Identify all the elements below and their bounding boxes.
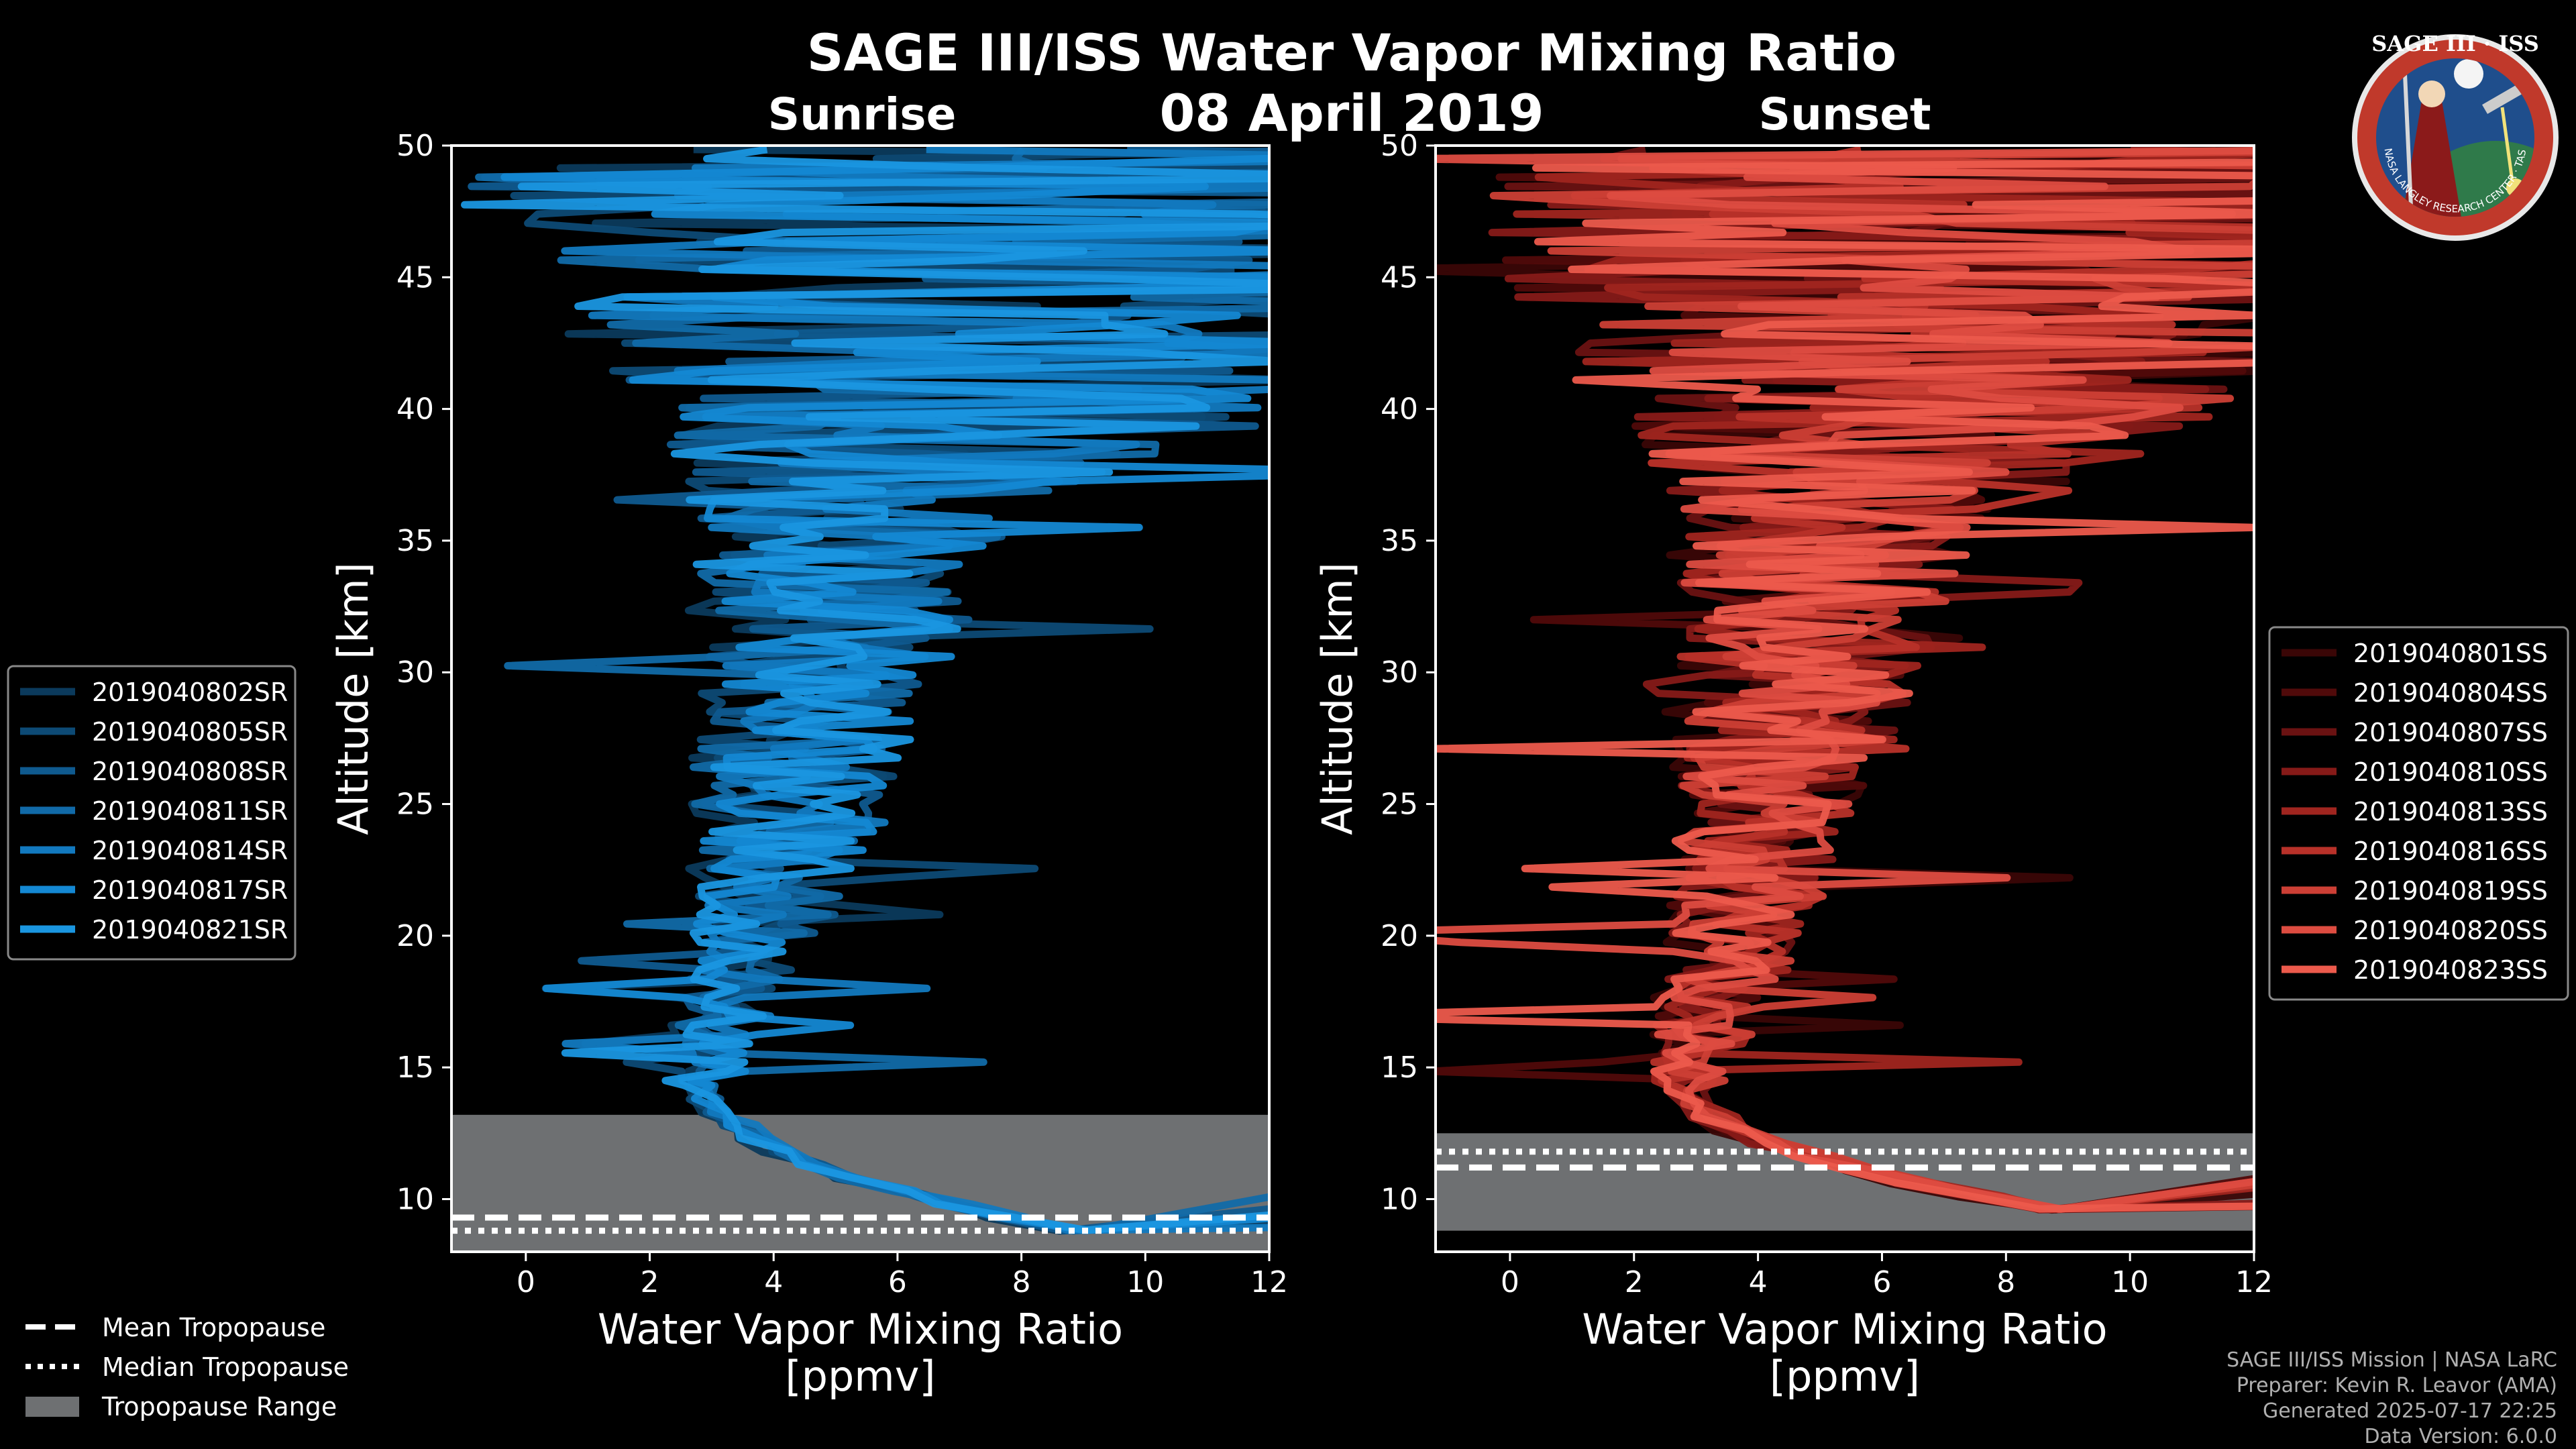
tropopause-range-band (1436, 1133, 2254, 1231)
iss-icon (2482, 85, 2522, 114)
credit-line: Generated 2025-07-17 22:25 (2263, 1399, 2557, 1423)
x-tick-label: 4 (764, 1265, 783, 1299)
y-tick-label: 40 (396, 392, 434, 427)
mean-tropopause-label: Mean Tropopause (102, 1313, 325, 1342)
series-line-2019040823SS (1436, 158, 2254, 1213)
x-tick-label: 10 (1126, 1265, 1164, 1299)
y-axis-label: Altitude [km] (329, 562, 378, 835)
staff-icon (2403, 73, 2414, 217)
sunrise-legend: 2019040802SR 2019040805SR 2019040808SR 2019… (7, 665, 297, 961)
chart-date: 08 April 2019 (1159, 83, 1544, 143)
series-line-2019040819SS (1489, 148, 2254, 1213)
robed-figure-icon (2402, 91, 2462, 217)
legend-entry: 2019040814SR (92, 836, 288, 865)
x-tick-label: 2 (1625, 1265, 1644, 1299)
y-tick-label: 10 (396, 1182, 434, 1216)
y-tick-label: 30 (396, 655, 434, 690)
x-tick-label: 6 (1872, 1265, 1891, 1299)
x-axis-label-units: [ppmv] (785, 1352, 935, 1401)
y-tick-label: 40 (1381, 392, 1418, 427)
x-tick-label: 0 (517, 1265, 535, 1299)
y-axis-label: Altitude [km] (1313, 562, 1362, 835)
x-tick-label: 12 (2235, 1265, 2273, 1299)
legend-entry: 2019040805SR (92, 717, 288, 747)
y-tick-label: 30 (1381, 655, 1418, 690)
y-tick-label: 45 (1381, 260, 1418, 294)
sunset-panel: 0 2 4 6 8 10 12 10 15 20 25 30 35 40 45 50 Sunset Water V… (1313, 89, 2273, 1401)
sunrise-panel: 0 2 4 6 8 10 12 10 15 20 25 30 35 40 45 50 Sunrise Water … (329, 89, 1288, 1401)
tropopause-range-swatch (25, 1397, 79, 1417)
legend-entry: 2019040807SS (2353, 718, 2548, 747)
x-tick-label: 8 (1012, 1265, 1031, 1299)
x-tick-label: 12 (1250, 1265, 1288, 1299)
legend-entry: 2019040816SS (2353, 837, 2548, 866)
legend-entry: 2019040821SR (92, 915, 288, 945)
legend-entry: 2019040808SR (92, 757, 288, 786)
x-axis-label-units: [ppmv] (1770, 1352, 1920, 1401)
plot-frame (1434, 144, 2255, 1253)
legend-entry: 2019040817SR (92, 875, 288, 905)
legend-entry: 2019040802SR (92, 678, 288, 707)
y-tick-label: 20 (1381, 919, 1418, 953)
sunset-legend: 2019040801SS 2019040804SS 2019040807SS 2019… (2268, 626, 2569, 1001)
x-tick-label: 2 (641, 1265, 659, 1299)
y-tick-label: 25 (396, 788, 434, 822)
y-tick-label: 35 (1381, 524, 1418, 558)
legend-entry: 2019040823SS (2353, 955, 2548, 985)
tropopause-legend: Mean Tropopause Median Tropopause Tropop… (25, 1313, 349, 1421)
x-tick-label: 10 (2111, 1265, 2149, 1299)
profile-lines (461, 146, 1269, 1235)
legend-entry: 2019040813SS (2353, 797, 2548, 826)
median-tropopause-label: Median Tropopause (102, 1352, 349, 1382)
y-tick-label: 15 (396, 1051, 434, 1085)
tropopause-range-label: Tropopause Range (101, 1392, 337, 1421)
y-tick-label: 25 (1381, 788, 1418, 822)
y-tick-label: 20 (396, 919, 434, 953)
panel-title: Sunrise (768, 89, 957, 140)
figure-head-icon (2418, 80, 2445, 107)
plot-frame (450, 144, 1271, 1253)
y-tick-label: 45 (396, 260, 434, 294)
legend-entry: 2019040820SS (2353, 916, 2548, 945)
credit-line: SAGE III/ISS Mission | NASA LaRC (2226, 1348, 2557, 1372)
legend-box (7, 665, 297, 961)
x-axis-label: Water Vapor Mixing Ratio (598, 1305, 1123, 1354)
x-axis-label: Water Vapor Mixing Ratio (1582, 1305, 2107, 1354)
logo-text: SAGE III · ISS (2371, 31, 2539, 56)
y-tick-label: 50 (396, 129, 434, 163)
y-tick-label: 10 (1381, 1182, 1418, 1216)
legend-box (2268, 626, 2569, 1001)
x-tick-label: 6 (888, 1265, 907, 1299)
credits: SAGE III/ISS Mission | NASA LaRC Prepare… (2226, 1348, 2557, 1448)
series-line-2019040821SR (461, 146, 1269, 1234)
x-tick-label: 8 (1996, 1265, 2015, 1299)
legend-entry: 2019040819SS (2353, 876, 2548, 906)
y-tick-label: 35 (396, 524, 434, 558)
x-tick-label: 0 (1501, 1265, 1519, 1299)
y-tick-label: 50 (1381, 129, 1418, 163)
x-tick-label: 4 (1749, 1265, 1768, 1299)
legend-entry: 2019040801SS (2353, 639, 2548, 668)
panel-title: Sunset (1758, 89, 1931, 140)
y-tick-label: 15 (1381, 1051, 1418, 1085)
profile-lines (1436, 146, 2254, 1214)
moon-icon (2454, 59, 2483, 89)
legend-entry: 2019040810SS (2353, 757, 2548, 787)
legend-entry: 2019040804SS (2353, 678, 2548, 708)
credit-line: Data Version: 6.0.0 (2365, 1425, 2557, 1448)
chart-title: SAGE III/ISS Water Vapor Mixing Ratio (807, 23, 1897, 83)
legend-entry: 2019040811SR (92, 796, 288, 826)
credit-line: Preparer: Kevin R. Leavor (AMA) (2237, 1374, 2557, 1397)
light-beam-icon (2500, 107, 2514, 182)
